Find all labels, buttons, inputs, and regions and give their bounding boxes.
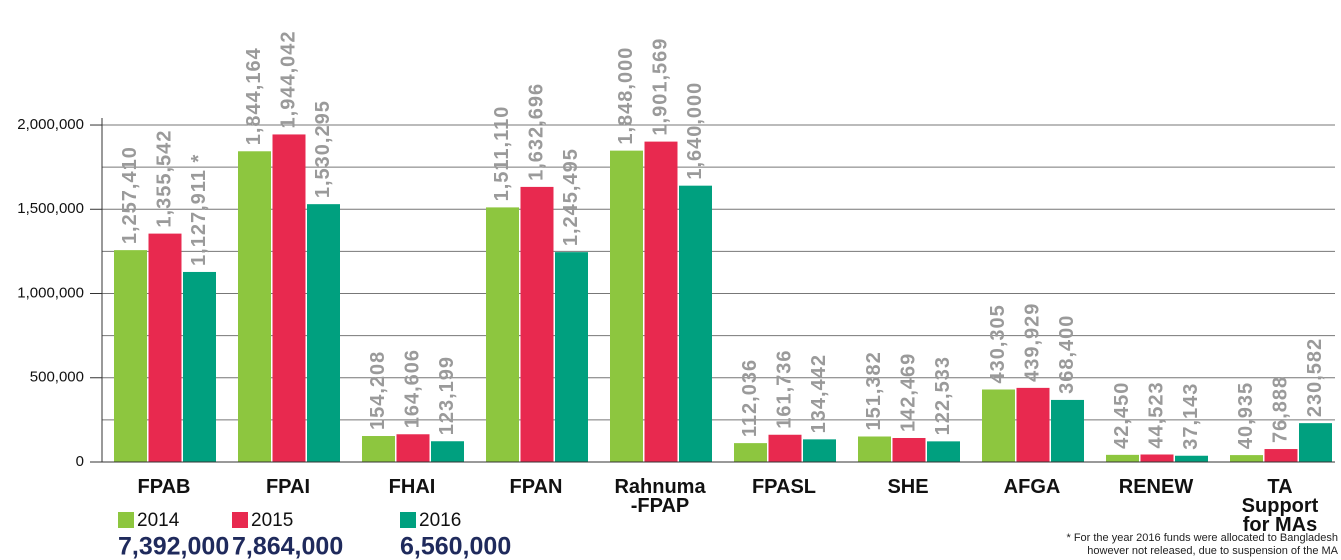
value-label: 1,640,000 <box>684 82 706 180</box>
footnote: however not released, due to suspension … <box>1087 545 1338 557</box>
bar <box>644 141 678 462</box>
bar <box>768 434 802 462</box>
legend-label: 2014 <box>137 510 180 531</box>
bar <box>183 271 216 462</box>
bar <box>272 134 306 462</box>
series-total: 6,560,000 <box>400 533 511 560</box>
value-label: 161,736 <box>773 349 795 428</box>
bar <box>734 443 767 462</box>
value-label: 122,533 <box>932 356 954 435</box>
bar <box>1140 454 1174 462</box>
bar <box>1230 455 1263 462</box>
value-label: 40,935 <box>1235 382 1257 449</box>
bar <box>892 437 926 462</box>
bar <box>679 185 712 462</box>
bar <box>307 204 340 463</box>
x-tick-label: RENEW <box>1118 476 1194 498</box>
value-label: 1,901,569 <box>649 38 671 136</box>
value-label: 164,606 <box>401 349 423 428</box>
bar <box>114 250 147 462</box>
value-label: 1,530,295 <box>312 100 334 198</box>
bar <box>1016 387 1050 462</box>
bar <box>1299 423 1332 462</box>
value-label: 1,257,410 <box>119 146 141 244</box>
value-label: 430,305 <box>987 304 1009 383</box>
value-label: 42,450 <box>1111 382 1133 449</box>
x-tick-label: SHE <box>887 476 929 498</box>
y-tick-label: 2,000,000 <box>17 116 84 133</box>
bar <box>520 186 554 462</box>
legend-swatch <box>118 512 134 528</box>
value-label: 1,245,495 <box>560 148 582 246</box>
y-tick-label: 1,000,000 <box>17 284 84 301</box>
bar <box>555 252 588 462</box>
value-label: 151,382 <box>863 351 885 430</box>
bar <box>431 441 464 462</box>
value-label: 1,844,164 <box>243 47 265 145</box>
bar <box>148 233 182 462</box>
value-label: 37,143 <box>1180 383 1202 450</box>
value-label: 1,355,542 <box>153 130 175 228</box>
legend-label: 2015 <box>251 510 293 531</box>
bar <box>238 151 271 462</box>
bar <box>803 439 836 462</box>
bar <box>362 436 395 462</box>
y-tick-label: 500,000 <box>30 369 84 386</box>
y-tick-label: 0 <box>76 453 84 470</box>
bar <box>486 207 519 462</box>
x-tick-label: Rahnuma -FPAP <box>614 476 706 517</box>
value-label: 1,127,911 * <box>188 154 210 266</box>
x-tick-label: FHAI <box>388 476 436 498</box>
value-label: 439,929 <box>1021 303 1043 382</box>
value-label: 1,511,110 <box>491 106 513 202</box>
bar <box>610 150 643 463</box>
x-tick-label: FPAN <box>509 476 563 498</box>
bar <box>982 389 1015 462</box>
bar <box>1106 454 1139 462</box>
legend-swatch <box>400 512 416 528</box>
x-tick-label: FPASL <box>751 476 817 498</box>
value-label: 230,582 <box>1304 338 1326 417</box>
value-label: 1,944,042 <box>277 30 299 128</box>
value-label: 154,208 <box>367 351 389 430</box>
series-total: 7,392,000 <box>118 533 229 560</box>
bar <box>1051 399 1084 462</box>
bar <box>1264 449 1298 462</box>
legend-label: 2016 <box>419 510 461 531</box>
x-tick-label: FPAB <box>137 476 191 498</box>
value-label: 1,632,696 <box>525 83 547 181</box>
bar <box>927 441 960 462</box>
value-label: 76,888 <box>1269 376 1291 443</box>
value-label: 1,848,000 <box>615 47 637 145</box>
footnote: * For the year 2016 funds were allocated… <box>1066 532 1338 544</box>
y-tick-label: 1,500,000 <box>17 200 84 217</box>
series-total: 7,864,000 <box>232 533 343 560</box>
legend-swatch <box>232 512 248 528</box>
value-label: 123,199 <box>436 356 458 435</box>
value-label: 44,523 <box>1145 381 1167 448</box>
x-tick-label: AFGA <box>1003 476 1061 498</box>
x-tick-label: TA Support for MAs <box>1241 476 1319 536</box>
value-label: 112,036 <box>739 359 761 437</box>
value-label: 368,400 <box>1056 315 1078 394</box>
bar <box>1175 455 1208 462</box>
value-label: 142,469 <box>897 353 919 432</box>
bar <box>396 434 430 462</box>
value-label: 134,442 <box>808 354 830 433</box>
bar <box>858 436 891 462</box>
x-tick-label: FPAI <box>265 476 311 498</box>
